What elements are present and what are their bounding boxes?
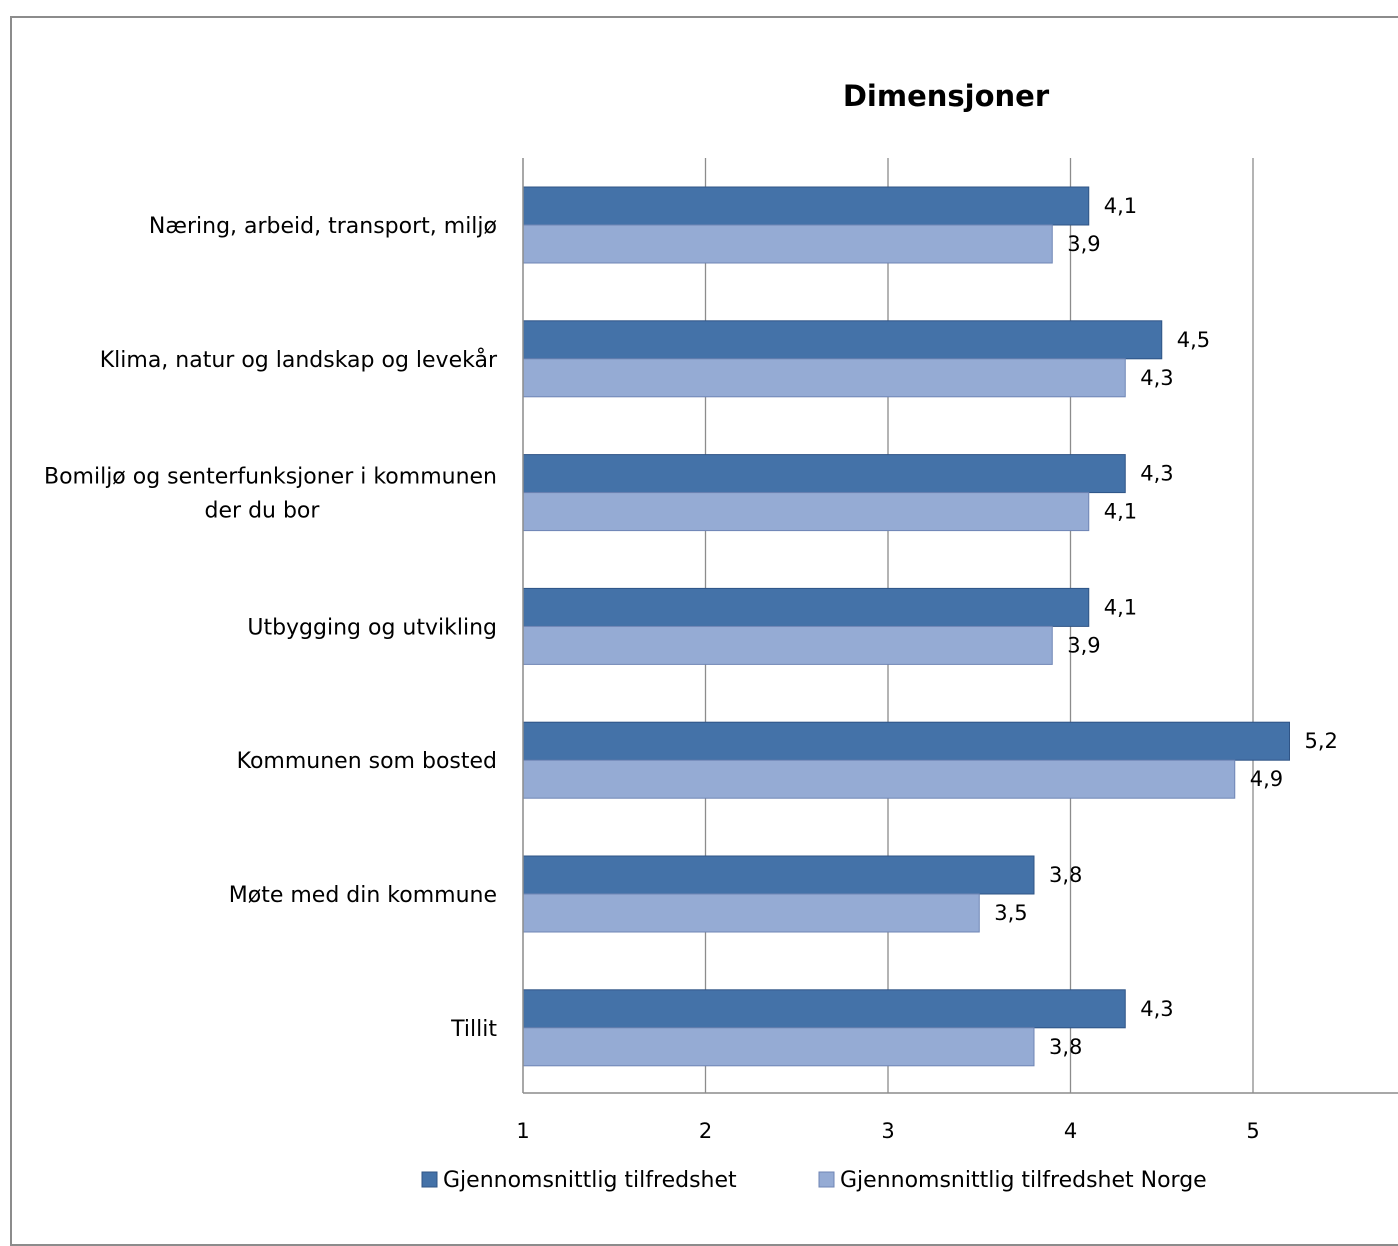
data-label-s1-c7: 4,3 [1140, 997, 1173, 1021]
bar-s2-c1 [522, 224, 1053, 264]
bar-s2-c5 [522, 759, 1236, 799]
axis-layer: 1 2 3 4 5 [516, 158, 1398, 1143]
category-label-6: Møte med din kommune [229, 883, 497, 908]
bar-s1-c5 [522, 721, 1290, 761]
data-label-s2-c4: 3,9 [1067, 633, 1100, 657]
bar-s1-c2 [522, 320, 1163, 360]
legend-label-s1: Gjennomsnittlig tilfredshet [443, 1168, 737, 1193]
data-label-s1-c1: 4,1 [1104, 194, 1137, 218]
data-label-s2-c3: 4,1 [1104, 500, 1137, 524]
category-label-4: Utbygging og utvikling [247, 615, 497, 640]
bar-s2-c2 [522, 358, 1126, 398]
category-label-5: Kommunen som bosted [237, 749, 497, 774]
legend-swatch-s1 [421, 1171, 438, 1188]
category-label-3-line-2: der du bor [205, 499, 321, 524]
bar-s2-c4 [522, 625, 1053, 665]
x-tick-label-2: 2 [699, 1119, 712, 1143]
category-label-7: Tillit [450, 1017, 497, 1042]
legend-label-s2: Gjennomsnittlig tilfredshet Norge [840, 1168, 1207, 1193]
bar-s1-c7 [522, 989, 1126, 1029]
legend: Gjennomsnittlig tilfredshet Gjennomsnittl… [421, 1168, 1207, 1193]
bar-s2-c6 [522, 893, 980, 933]
bar-s1-c3 [522, 454, 1126, 494]
bar-s1-c4 [522, 587, 1090, 627]
data-label-s1-c4: 4,1 [1104, 595, 1137, 619]
data-label-s2-c1: 3,9 [1067, 232, 1100, 256]
x-tick-label-4: 4 [1064, 1119, 1077, 1143]
legend-swatch-s2 [818, 1171, 835, 1188]
data-label-s2-c6: 3,5 [994, 901, 1027, 925]
data-label-s1-c2: 4,5 [1177, 328, 1210, 352]
data-label-s2-c5: 4,9 [1250, 767, 1283, 791]
data-label-s1-c3: 4,3 [1140, 462, 1173, 486]
data-label-s1-c5: 5,2 [1305, 729, 1338, 753]
bar-s1-c6 [522, 855, 1035, 895]
category-label-3-line-1: Bomiljø og senterfunksjoner i kommunen [44, 465, 497, 490]
category-label-1: Næring, arbeid, transport, miljø [149, 214, 497, 239]
chart-title: Dimensjoner [843, 79, 1050, 113]
bar-s1-c1 [522, 186, 1090, 226]
x-tick-label-1: 1 [516, 1119, 529, 1143]
data-label-s1-c6: 3,8 [1049, 863, 1082, 887]
data-label-s2-c7: 3,8 [1049, 1035, 1082, 1059]
x-tick-label-5: 5 [1246, 1119, 1259, 1143]
data-label-s2-c2: 4,3 [1140, 366, 1173, 390]
bar-s2-c7 [522, 1027, 1035, 1067]
x-tick-label-3: 3 [881, 1119, 894, 1143]
bar-layer [522, 186, 1290, 1067]
category-label-2: Klima, natur og landskap og levekår [100, 347, 498, 373]
bar-s2-c3 [522, 492, 1090, 532]
